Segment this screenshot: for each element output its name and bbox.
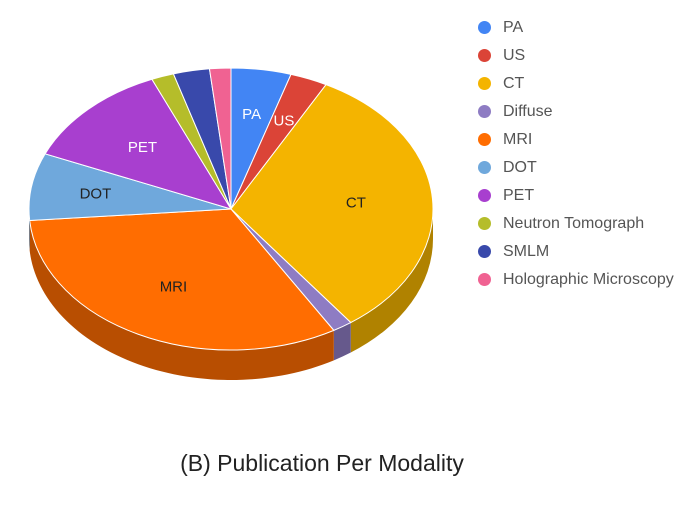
legend-item-holographic-microscopy: Holographic Microscopy: [478, 270, 683, 289]
legend-label-pa: PA: [503, 19, 524, 36]
pie-slice-dot: [28, 153, 232, 222]
legend-swatch-neutron-tomograph: [478, 217, 491, 230]
slice-label-pet: PET: [128, 139, 157, 156]
legend-item-neutron-tomograph: Neutron Tomograph: [478, 214, 683, 233]
legend-item-pet: PET: [478, 186, 683, 205]
legend-item-pa: PA: [478, 18, 683, 37]
slice-label-us: US: [274, 113, 295, 130]
pie-side-diffuse: [333, 322, 351, 361]
legend: PA US CT Diffuse MRI DOT PET Neutron Tomograph S…: [478, 18, 683, 298]
legend-label-mri: MRI: [503, 131, 533, 148]
legend-label-us: US: [503, 47, 526, 64]
legend-label-dot: DOT: [503, 159, 537, 176]
legend-item-dot: DOT: [478, 158, 683, 177]
legend-item-mri: MRI: [478, 130, 683, 149]
legend-swatch-us: [478, 49, 491, 62]
slice-label-pa: PA: [242, 106, 261, 123]
chart-caption: (B) Publication Per Modality: [180, 450, 464, 476]
legend-item-us: US: [478, 46, 683, 65]
legend-swatch-pa: [478, 21, 491, 34]
legend-item-smlm: SMLM: [478, 242, 683, 261]
slice-label-dot: DOT: [80, 186, 112, 203]
legend-swatch-dot: [478, 161, 491, 174]
legend-label-smlm: SMLM: [503, 243, 550, 260]
legend-label-holographic-microscopy: Holographic Microscopy: [503, 271, 674, 288]
legend-swatch-mri: [478, 133, 491, 146]
legend-swatch-diffuse: [478, 105, 491, 118]
legend-swatch-pet: [478, 189, 491, 202]
pie-side-ct: [350, 209, 433, 353]
legend-label-pet: PET: [503, 187, 535, 204]
legend-label-ct: CT: [503, 75, 525, 92]
legend-item-diffuse: Diffuse: [478, 102, 683, 121]
legend-swatch-smlm: [478, 245, 491, 258]
pie-chart: PA US CT MRI DOT PET: [28, 67, 434, 380]
pie-slice-pet: [44, 78, 233, 210]
pie-side-mri: [29, 220, 334, 380]
legend-item-ct: CT: [478, 74, 683, 93]
pie-slice-ct: [230, 83, 434, 324]
pie-slice-mri: [29, 208, 335, 351]
slice-label-ct: CT: [346, 195, 366, 212]
pie-slice-holographic-microscopy: [208, 67, 232, 210]
slice-label-mri: MRI: [160, 279, 188, 296]
legend-label-diffuse: Diffuse: [503, 103, 553, 120]
legend-swatch-ct: [478, 77, 491, 90]
legend-label-neutron-tomograph: Neutron Tomograph: [503, 215, 645, 232]
legend-swatch-holographic-microscopy: [478, 273, 491, 286]
